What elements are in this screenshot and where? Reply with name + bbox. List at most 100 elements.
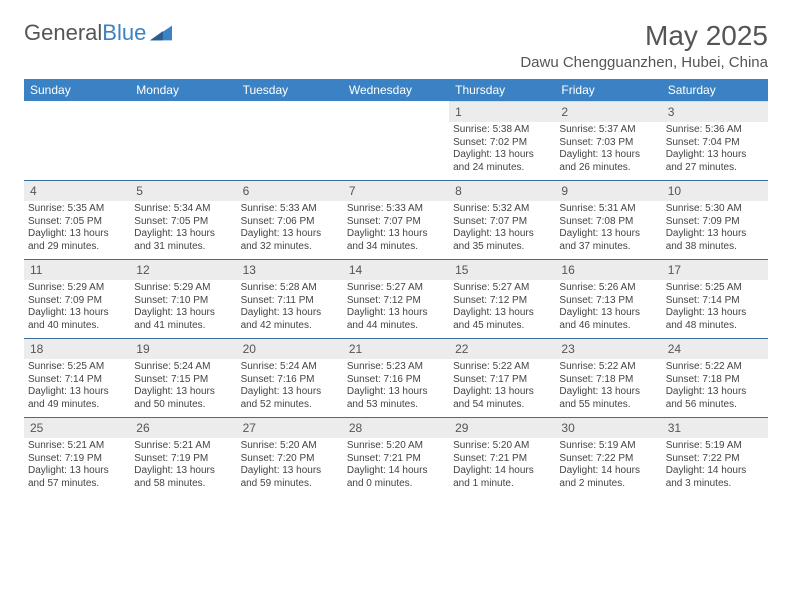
day-info: Sunrise: 5:21 AMSunset: 7:19 PMDaylight:… [134, 438, 232, 490]
day-info-cell [343, 122, 449, 181]
day-number-cell: 16 [555, 260, 661, 281]
day-info-cell: Sunrise: 5:32 AMSunset: 7:07 PMDaylight:… [449, 201, 555, 260]
day-number-cell: 23 [555, 339, 661, 360]
title-block: May 2025 Dawu Chengguanzhen, Hubei, Chin… [520, 20, 768, 71]
day-number-cell: 29 [449, 418, 555, 439]
day-info: Sunrise: 5:20 AMSunset: 7:21 PMDaylight:… [453, 438, 551, 490]
day-number-cell: 13 [237, 260, 343, 281]
day-number-cell: 22 [449, 339, 555, 360]
day-info: Sunrise: 5:28 AMSunset: 7:11 PMDaylight:… [241, 280, 339, 332]
day-info-cell [237, 122, 343, 181]
logo-triangle-icon [150, 25, 172, 41]
day-info: Sunrise: 5:24 AMSunset: 7:16 PMDaylight:… [241, 359, 339, 411]
day-info-cell: Sunrise: 5:21 AMSunset: 7:19 PMDaylight:… [24, 438, 130, 496]
day-number-cell: 9 [555, 181, 661, 202]
day-info-cell: Sunrise: 5:31 AMSunset: 7:08 PMDaylight:… [555, 201, 661, 260]
day-info-cell: Sunrise: 5:34 AMSunset: 7:05 PMDaylight:… [130, 201, 236, 260]
day-info: Sunrise: 5:27 AMSunset: 7:12 PMDaylight:… [453, 280, 551, 332]
weekday-header: Friday [555, 79, 661, 102]
day-number-cell: 20 [237, 339, 343, 360]
day-info: Sunrise: 5:33 AMSunset: 7:07 PMDaylight:… [347, 201, 445, 253]
day-info: Sunrise: 5:37 AMSunset: 7:03 PMDaylight:… [559, 122, 657, 174]
day-info-cell: Sunrise: 5:25 AMSunset: 7:14 PMDaylight:… [24, 359, 130, 418]
weekday-header: Sunday [24, 79, 130, 102]
day-number-cell: 10 [662, 181, 768, 202]
day-info-cell: Sunrise: 5:20 AMSunset: 7:21 PMDaylight:… [343, 438, 449, 496]
day-info: Sunrise: 5:29 AMSunset: 7:09 PMDaylight:… [28, 280, 126, 332]
day-info: Sunrise: 5:23 AMSunset: 7:16 PMDaylight:… [347, 359, 445, 411]
day-info: Sunrise: 5:35 AMSunset: 7:05 PMDaylight:… [28, 201, 126, 253]
day-info-cell: Sunrise: 5:22 AMSunset: 7:18 PMDaylight:… [555, 359, 661, 418]
day-info: Sunrise: 5:22 AMSunset: 7:17 PMDaylight:… [453, 359, 551, 411]
day-info-row: Sunrise: 5:38 AMSunset: 7:02 PMDaylight:… [24, 122, 768, 181]
day-info-cell: Sunrise: 5:22 AMSunset: 7:18 PMDaylight:… [662, 359, 768, 418]
month-title: May 2025 [520, 20, 768, 52]
day-number-cell [343, 102, 449, 123]
logo-text: GeneralBlue [24, 20, 146, 46]
day-number-cell: 27 [237, 418, 343, 439]
calendar-body: 12 3 Sunrise: 5:38 AMSunset: 7:02 PMDaylig… [24, 102, 768, 497]
day-number-cell [24, 102, 130, 123]
day-info: Sunrise: 5:25 AMSunset: 7:14 PMDaylight:… [28, 359, 126, 411]
day-info: Sunrise: 5:22 AMSunset: 7:18 PMDaylight:… [666, 359, 764, 411]
weekday-header: Tuesday [237, 79, 343, 102]
header: GeneralBlue May 2025 Dawu Chengguanzhen,… [24, 20, 768, 71]
day-number-row: 18192021222324 [24, 339, 768, 360]
day-number-cell: 7 [343, 181, 449, 202]
day-info-cell: Sunrise: 5:33 AMSunset: 7:06 PMDaylight:… [237, 201, 343, 260]
day-info-cell: Sunrise: 5:23 AMSunset: 7:16 PMDaylight:… [343, 359, 449, 418]
day-info-cell: Sunrise: 5:25 AMSunset: 7:14 PMDaylight:… [662, 280, 768, 339]
day-info-cell [24, 122, 130, 181]
day-number-cell [130, 102, 236, 123]
day-info-cell: Sunrise: 5:19 AMSunset: 7:22 PMDaylight:… [555, 438, 661, 496]
weekday-header: Monday [130, 79, 236, 102]
weekday-header: Saturday [662, 79, 768, 102]
day-info-cell: Sunrise: 5:37 AMSunset: 7:03 PMDaylight:… [555, 122, 661, 181]
day-number-cell: 5 [130, 181, 236, 202]
day-info-cell: Sunrise: 5:26 AMSunset: 7:13 PMDaylight:… [555, 280, 661, 339]
day-number-cell: 11 [24, 260, 130, 281]
day-number-cell: 6 [237, 181, 343, 202]
day-number-cell: 26 [130, 418, 236, 439]
day-info-cell: Sunrise: 5:29 AMSunset: 7:10 PMDaylight:… [130, 280, 236, 339]
day-number-cell: 4 [24, 181, 130, 202]
day-info-cell: Sunrise: 5:24 AMSunset: 7:16 PMDaylight:… [237, 359, 343, 418]
day-info-row: Sunrise: 5:25 AMSunset: 7:14 PMDaylight:… [24, 359, 768, 418]
location-text: Dawu Chengguanzhen, Hubei, China [520, 54, 768, 71]
logo-part1: General [24, 20, 102, 45]
day-info-cell: Sunrise: 5:29 AMSunset: 7:09 PMDaylight:… [24, 280, 130, 339]
day-info: Sunrise: 5:36 AMSunset: 7:04 PMDaylight:… [666, 122, 764, 174]
day-number-row: 25262728293031 [24, 418, 768, 439]
day-info: Sunrise: 5:20 AMSunset: 7:21 PMDaylight:… [347, 438, 445, 490]
day-info: Sunrise: 5:38 AMSunset: 7:02 PMDaylight:… [453, 122, 551, 174]
day-info-cell: Sunrise: 5:20 AMSunset: 7:20 PMDaylight:… [237, 438, 343, 496]
day-info-cell: Sunrise: 5:38 AMSunset: 7:02 PMDaylight:… [449, 122, 555, 181]
day-number-cell: 12 [130, 260, 236, 281]
day-number-cell: 31 [662, 418, 768, 439]
day-info-cell: Sunrise: 5:22 AMSunset: 7:17 PMDaylight:… [449, 359, 555, 418]
weekday-header: Thursday [449, 79, 555, 102]
day-info: Sunrise: 5:25 AMSunset: 7:14 PMDaylight:… [666, 280, 764, 332]
day-info: Sunrise: 5:19 AMSunset: 7:22 PMDaylight:… [666, 438, 764, 490]
day-number-row: 11121314151617 [24, 260, 768, 281]
day-number-cell: 3 [662, 102, 768, 123]
day-info-cell: Sunrise: 5:28 AMSunset: 7:11 PMDaylight:… [237, 280, 343, 339]
day-info: Sunrise: 5:26 AMSunset: 7:13 PMDaylight:… [559, 280, 657, 332]
day-number-row: 45678910 [24, 181, 768, 202]
day-info: Sunrise: 5:20 AMSunset: 7:20 PMDaylight:… [241, 438, 339, 490]
day-info-cell: Sunrise: 5:35 AMSunset: 7:05 PMDaylight:… [24, 201, 130, 260]
day-number-cell: 2 [555, 102, 661, 123]
day-info-cell: Sunrise: 5:27 AMSunset: 7:12 PMDaylight:… [343, 280, 449, 339]
day-info-cell [130, 122, 236, 181]
day-info-cell: Sunrise: 5:19 AMSunset: 7:22 PMDaylight:… [662, 438, 768, 496]
day-number-cell: 24 [662, 339, 768, 360]
calendar-table: SundayMondayTuesdayWednesdayThursdayFrid… [24, 79, 768, 496]
day-number-cell: 15 [449, 260, 555, 281]
day-info: Sunrise: 5:24 AMSunset: 7:15 PMDaylight:… [134, 359, 232, 411]
day-info: Sunrise: 5:19 AMSunset: 7:22 PMDaylight:… [559, 438, 657, 490]
day-info-cell: Sunrise: 5:27 AMSunset: 7:12 PMDaylight:… [449, 280, 555, 339]
day-info-cell: Sunrise: 5:20 AMSunset: 7:21 PMDaylight:… [449, 438, 555, 496]
day-number-cell: 17 [662, 260, 768, 281]
day-number-cell: 25 [24, 418, 130, 439]
logo: GeneralBlue [24, 20, 172, 46]
